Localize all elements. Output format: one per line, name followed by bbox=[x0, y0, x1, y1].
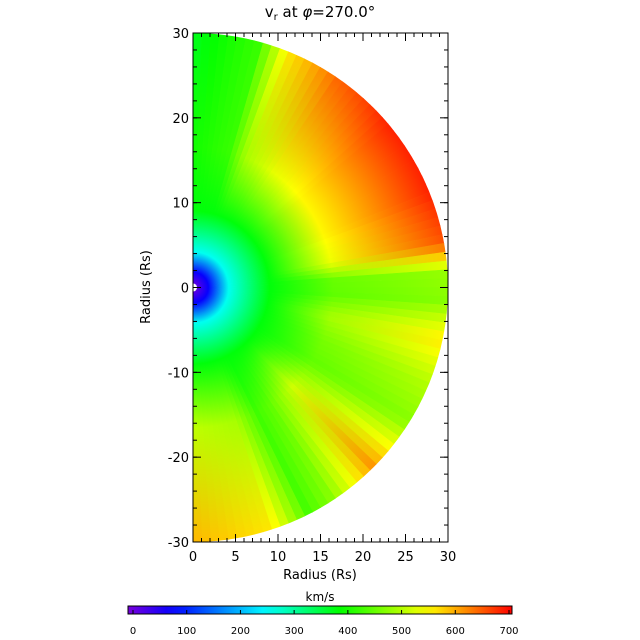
axis-ticks bbox=[192, 32, 449, 543]
field-wedge bbox=[193, 287, 203, 542]
colorbar-tick-label: 600 bbox=[446, 626, 465, 637]
colorbar-ticks bbox=[132, 610, 510, 614]
colorbar-tick-label: 0 bbox=[130, 626, 136, 637]
y-tick-label: -20 bbox=[168, 451, 189, 466]
colorbar-tick-label: 200 bbox=[231, 626, 250, 637]
chart-title: vr at φ=270.0° bbox=[265, 3, 376, 23]
x-axis-label: Radius (Rs) bbox=[283, 568, 357, 583]
y-tick-label: 20 bbox=[172, 112, 189, 127]
y-tick-label: 30 bbox=[172, 27, 189, 42]
colorbar bbox=[128, 606, 512, 614]
colorbar-frame bbox=[127, 605, 513, 615]
x-tick-label: 30 bbox=[440, 550, 457, 565]
colorbar-label: km/s bbox=[306, 590, 335, 604]
colorbar-gradient bbox=[128, 606, 512, 614]
x-tick-label: 0 bbox=[189, 550, 197, 565]
axis-tick-labels: 0 5 10 15 20 25 30 -30 -20 -10 0 10 20 30 bbox=[168, 27, 457, 565]
velocity-field bbox=[193, 33, 449, 542]
colorbar-tick-label: 700 bbox=[499, 626, 518, 637]
colorbar-tick-label: 400 bbox=[338, 626, 357, 637]
y-tick-label: -30 bbox=[168, 536, 189, 551]
colorbar-tick-label: 300 bbox=[285, 626, 304, 637]
x-tick-label: 20 bbox=[355, 550, 372, 565]
y-tick-label: -10 bbox=[168, 366, 189, 381]
x-tick-label: 15 bbox=[312, 550, 329, 565]
x-tick-label: 25 bbox=[397, 550, 414, 565]
colorbar-tick-label: 100 bbox=[177, 626, 196, 637]
colorbar-tick-labels: 0 100 200 300 400 500 600 700 bbox=[130, 626, 519, 637]
y-axis-label: Radius (Rs) bbox=[139, 250, 154, 324]
x-tick-label: 10 bbox=[270, 550, 287, 565]
y-tick-label: 10 bbox=[172, 197, 189, 212]
colorbar-tick-label: 500 bbox=[392, 626, 411, 637]
x-tick-label: 5 bbox=[231, 550, 239, 565]
y-tick-label: 0 bbox=[181, 282, 189, 297]
